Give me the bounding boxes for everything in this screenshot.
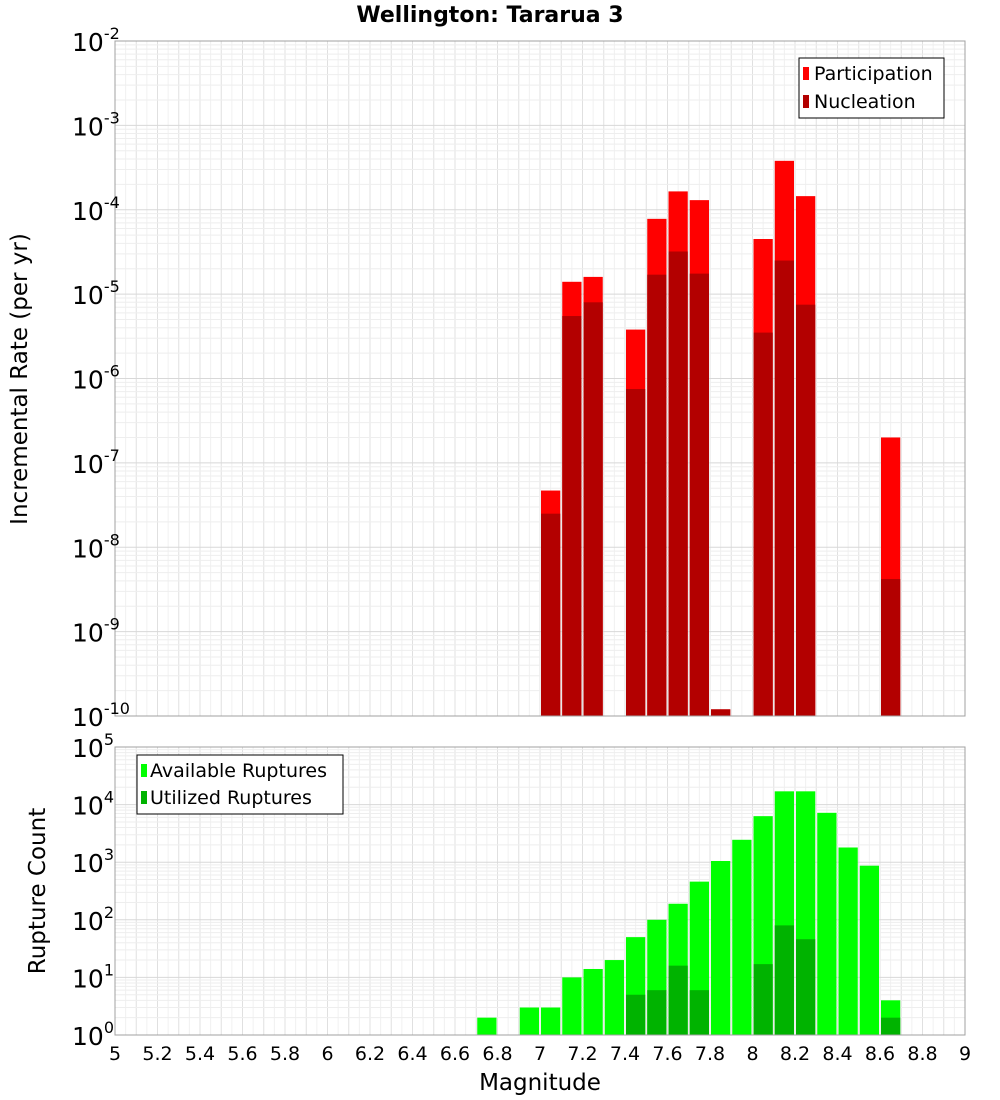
x-tick-label: 8.6	[865, 1043, 895, 1065]
x-tick-label: 7.6	[652, 1043, 682, 1065]
top-legend-box	[798, 57, 945, 119]
legend-label-utilized: Utilized Ruptures	[150, 787, 312, 809]
bar-available-ruptures	[859, 865, 879, 1035]
bar-available-ruptures	[519, 1007, 539, 1035]
bottom-legend: Available Ruptures Utilized Ruptures	[136, 754, 344, 815]
top-legend: Participation Nucleation	[798, 57, 945, 119]
bar-nucleation	[711, 709, 731, 716]
top-plot-frame	[114, 40, 966, 717]
x-axis-label: Magnitude	[479, 1070, 601, 1096]
bar-nucleation	[541, 513, 561, 716]
top-bars	[541, 160, 901, 717]
y-tick-label: 10-10	[72, 699, 130, 732]
bottom-legend-box	[136, 754, 344, 815]
bottom-y-axis-label: Rupture Count	[25, 808, 51, 974]
legend-label-participation: Participation	[814, 63, 933, 85]
bar-utilized-ruptures	[668, 965, 688, 1035]
y-tick-label: 103	[72, 845, 114, 878]
bar-available-ruptures	[732, 839, 752, 1035]
y-tick-label: 10-9	[72, 615, 120, 648]
bar-available-ruptures	[838, 847, 858, 1035]
bar-available-ruptures	[541, 1007, 561, 1035]
x-tick-label: 5.4	[185, 1043, 215, 1065]
bar-nucleation	[562, 316, 582, 716]
y-tick-label: 10-4	[72, 193, 120, 226]
x-tick-label: 6.6	[440, 1043, 470, 1065]
bar-available-ruptures	[477, 1017, 497, 1035]
bar-nucleation	[796, 304, 816, 716]
bar-utilized-ruptures	[626, 994, 646, 1035]
x-tick-label: 7	[534, 1043, 546, 1065]
top-y-axis-label: Incremental Rate (per yr)	[7, 233, 33, 525]
y-tick-label: 10-8	[72, 530, 120, 563]
bar-utilized-ruptures	[796, 939, 816, 1035]
bar-nucleation	[583, 302, 603, 716]
x-tick-label: 5.2	[142, 1043, 172, 1065]
legend-swatch-nucleation	[803, 95, 809, 108]
bar-nucleation	[753, 332, 773, 716]
x-tick-label: 8	[746, 1043, 758, 1065]
bar-nucleation	[647, 274, 667, 716]
chart-title: Wellington: Tararua 3	[356, 3, 623, 28]
bottom-plot-frame	[114, 746, 966, 1036]
x-tick-label: 5	[109, 1043, 121, 1065]
bottom-bars	[477, 791, 901, 1035]
bottom-panel: 100 101 102 103 104 105 5 5.2 5.4 5.6 5.8 6 6.2 6.4 6…	[25, 730, 971, 1096]
x-tick-label: 8.2	[780, 1043, 810, 1065]
y-tick-label: 104	[72, 788, 114, 821]
legend-label-available: Available Ruptures	[150, 760, 327, 782]
bottom-y-tick-labels: 100 101 102 103 104 105	[72, 730, 114, 1051]
y-tick-label: 10-5	[72, 277, 120, 310]
bar-available-ruptures	[562, 977, 582, 1035]
x-tick-label: 7.8	[695, 1043, 725, 1065]
x-tick-label: 9	[959, 1043, 971, 1065]
bar-nucleation	[689, 273, 709, 716]
x-tick-label: 8.4	[822, 1043, 852, 1065]
bar-nucleation	[626, 389, 646, 716]
bar-utilized-ruptures	[647, 990, 667, 1035]
bar-utilized-ruptures	[689, 990, 709, 1035]
y-tick-label: 10-7	[72, 446, 120, 479]
bar-available-ruptures	[604, 960, 624, 1035]
y-tick-label: 100	[72, 1018, 114, 1051]
x-tick-label: 8.8	[907, 1043, 937, 1065]
bar-utilized-ruptures	[753, 964, 773, 1035]
legend-swatch-available	[141, 764, 147, 777]
bar-nucleation	[774, 260, 794, 716]
y-tick-label: 10-2	[72, 24, 120, 57]
top-panel: 10-10 10-9 10-8 10-7 10-6 10-5 10-4 10-3 10-2 In…	[7, 24, 966, 732]
bar-nucleation	[668, 251, 688, 716]
bar-available-ruptures	[711, 860, 731, 1035]
x-tick-label: 6	[321, 1043, 333, 1065]
bar-nucleation	[881, 579, 901, 716]
x-tick-label: 5.6	[227, 1043, 257, 1065]
y-tick-label: 10-6	[72, 362, 120, 395]
x-tick-label: 5.8	[270, 1043, 300, 1065]
x-tick-label: 6.2	[355, 1043, 385, 1065]
x-tick-label: 7.2	[567, 1043, 597, 1065]
y-tick-label: 10-3	[72, 108, 120, 141]
bar-utilized-ruptures	[881, 1017, 901, 1035]
legend-swatch-utilized	[141, 791, 147, 804]
x-tick-label: 7.4	[610, 1043, 640, 1065]
x-tick-labels: 5 5.2 5.4 5.6 5.8 6 6.2 6.4 6.6 6.8 7 7.2 7.4 7.6 7.8 8…	[109, 1043, 971, 1065]
y-tick-label: 102	[72, 903, 114, 936]
x-tick-label: 6.4	[397, 1043, 427, 1065]
top-gridlines	[114, 41, 966, 717]
x-tick-label: 6.8	[482, 1043, 512, 1065]
legend-swatch-participation	[803, 67, 809, 80]
y-tick-label: 105	[72, 730, 114, 763]
bar-utilized-ruptures	[774, 925, 794, 1035]
y-tick-label: 101	[72, 960, 114, 993]
bar-available-ruptures	[583, 968, 603, 1035]
legend-label-nucleation: Nucleation	[814, 91, 916, 113]
bar-available-ruptures	[817, 812, 837, 1035]
